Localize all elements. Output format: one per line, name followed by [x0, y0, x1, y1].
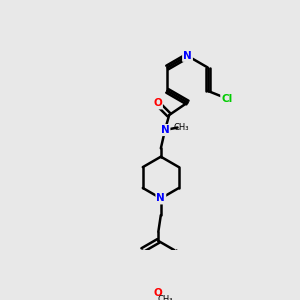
- Text: N: N: [157, 194, 165, 203]
- Text: CH₃: CH₃: [157, 295, 173, 300]
- Text: N: N: [160, 125, 169, 135]
- Text: N: N: [183, 51, 192, 61]
- Text: CH₃: CH₃: [174, 123, 189, 132]
- Text: Cl: Cl: [221, 94, 233, 104]
- Text: O: O: [154, 288, 163, 298]
- Text: O: O: [153, 98, 162, 108]
